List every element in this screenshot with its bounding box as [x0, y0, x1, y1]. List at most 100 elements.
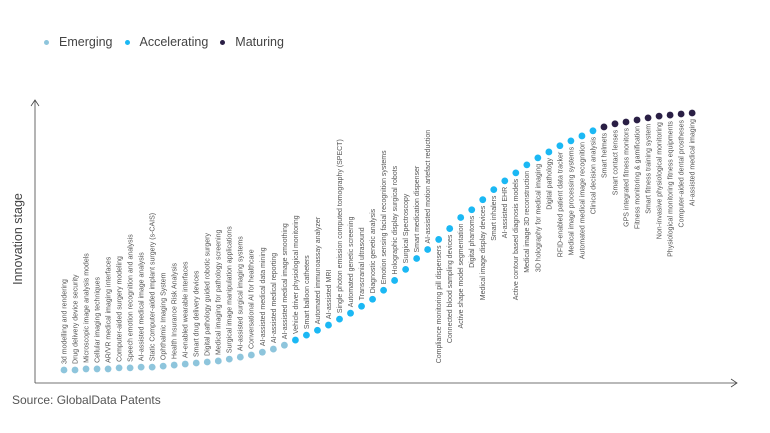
data-point-label: Digital phantoms	[469, 215, 476, 268]
data-point-label: AI-enabled wearable interfaces	[183, 261, 190, 358]
data-point	[347, 309, 354, 317]
data-point-label: Automated immunoassay analyzer	[315, 216, 322, 324]
data-point	[677, 110, 685, 118]
data-point-label: Physiological monitoring fitness equipme…	[668, 121, 675, 257]
chart-legend: Emerging Accelerating Maturing	[44, 35, 296, 49]
data-point-label: Smart medication dispenser	[414, 165, 421, 252]
legend-label: Maturing	[235, 35, 284, 49]
x-axis-arrow-icon	[730, 378, 738, 388]
data-point	[369, 295, 376, 303]
data-point-label: Clinical decision analysis	[590, 136, 597, 214]
data-point-label: Smart balloon catheters	[304, 255, 311, 329]
data-point-label: Smart inhalers	[491, 195, 498, 241]
data-point-label: Smart contact lenses	[612, 129, 619, 195]
data-point	[545, 148, 553, 156]
data-point	[181, 360, 189, 368]
data-point	[512, 169, 520, 177]
data-point	[159, 362, 167, 370]
data-point-label: Diagnostic genetic analysis	[370, 208, 377, 293]
data-point	[236, 353, 244, 361]
data-point	[534, 154, 542, 162]
data-point-label: Static Computer-aided implant surgery (s…	[150, 213, 157, 361]
data-point-label: Surgical image manipulation applications	[227, 226, 234, 353]
data-point	[137, 363, 145, 371]
data-point-label: Smart helmets	[601, 132, 608, 178]
data-point	[115, 364, 123, 372]
data-point	[380, 286, 387, 294]
data-point	[247, 351, 255, 359]
data-point-label: Automated genetic screening	[348, 216, 355, 307]
data-point	[479, 196, 487, 204]
data-point-label: Transcranial ultrasound	[359, 227, 366, 300]
data-point	[402, 265, 410, 273]
data-point	[60, 366, 68, 374]
data-point	[325, 321, 332, 329]
data-point	[633, 116, 641, 124]
data-point-label: AI-assisted motion artefact reduction	[425, 130, 432, 244]
data-point	[567, 137, 575, 145]
legend-item-emerging: Emerging	[44, 35, 113, 49]
data-point	[358, 302, 365, 310]
data-point	[688, 109, 696, 117]
data-point	[93, 365, 101, 373]
data-point	[170, 361, 178, 369]
data-point	[314, 326, 321, 334]
data-point-label: Surgical Spectroscopy	[403, 193, 410, 263]
data-point	[269, 345, 277, 353]
data-point-label: Ophthalmic Imaging System	[161, 272, 168, 360]
data-point-label: AI-assisted EHR	[502, 187, 509, 238]
data-point-label: Computer-aided dental prostheses	[679, 120, 686, 228]
data-point-label: Active contour based diagnosis models	[513, 178, 520, 300]
data-point-label: RFID-enabled patient data tracker	[557, 151, 564, 257]
data-point-label: Microscopic image analysis models	[83, 253, 90, 363]
data-point-label: AI-assisted medical data mining	[260, 247, 267, 346]
data-point	[424, 246, 432, 253]
data-point	[622, 118, 630, 126]
data-point	[457, 214, 465, 221]
data-point-label: Medical image processing systems	[568, 146, 575, 255]
data-point	[523, 161, 531, 169]
data-point	[126, 364, 134, 372]
data-point-label: Fitness monitoring & gamification	[634, 126, 641, 229]
data-point-label: Digital pathology	[546, 157, 553, 209]
data-point-label: AR/VR medical imaging interfaces	[105, 256, 112, 363]
data-point	[391, 277, 398, 284]
data-point-label: 3D holography for medical imaging	[535, 164, 542, 272]
data-point-label: AI-assisted surgical imaging systems	[238, 236, 245, 351]
axes	[30, 99, 738, 388]
data-point	[435, 236, 443, 243]
data-point-label: AI-assisted medical reporting	[271, 253, 278, 343]
data-point	[578, 132, 586, 140]
data-point-label: 3d modelling and rendering	[61, 279, 68, 364]
data-point-label: Automated medical image recognition	[579, 142, 586, 259]
legend-label: Accelerating	[139, 35, 209, 49]
data-point	[644, 114, 652, 122]
data-point	[104, 365, 112, 373]
legend-dot-icon	[220, 39, 226, 45]
data-point-label: AI-assisted medical image smoothing	[282, 223, 289, 339]
legend-item-accelerating: Accelerating	[124, 35, 209, 49]
data-point	[611, 120, 619, 128]
data-point-label: Computer-aided surgery modeling	[117, 256, 124, 362]
data-point	[258, 348, 266, 356]
data-point-label: Holographic display surgical robots	[392, 165, 399, 274]
data-point-label: Compliance monitoring pill dispensers	[436, 245, 443, 363]
data-point	[214, 357, 222, 365]
data-point	[666, 111, 674, 119]
data-point	[336, 315, 343, 323]
data-point-label: Emotion sensing facial recognition syste…	[381, 150, 388, 284]
data-point	[600, 123, 608, 131]
data-point-label: AI-assisted medical imaging	[690, 119, 697, 206]
data-point	[71, 366, 79, 374]
data-point-label: AI-assisted MRI	[326, 270, 333, 319]
data-point-label: Smart fitness training system	[645, 124, 652, 214]
data-point-label: Single photon emission computed tomograp…	[337, 139, 344, 313]
legend-label: Emerging	[59, 35, 113, 49]
data-point	[490, 186, 498, 194]
data-point	[148, 363, 156, 371]
data-point	[589, 127, 597, 135]
data-point-label: Medical imaging for pathology screening	[216, 230, 223, 355]
data-point-label: Smart drug delivery devices	[194, 270, 201, 357]
data-point-label: Active shape model segmentation	[458, 223, 465, 328]
